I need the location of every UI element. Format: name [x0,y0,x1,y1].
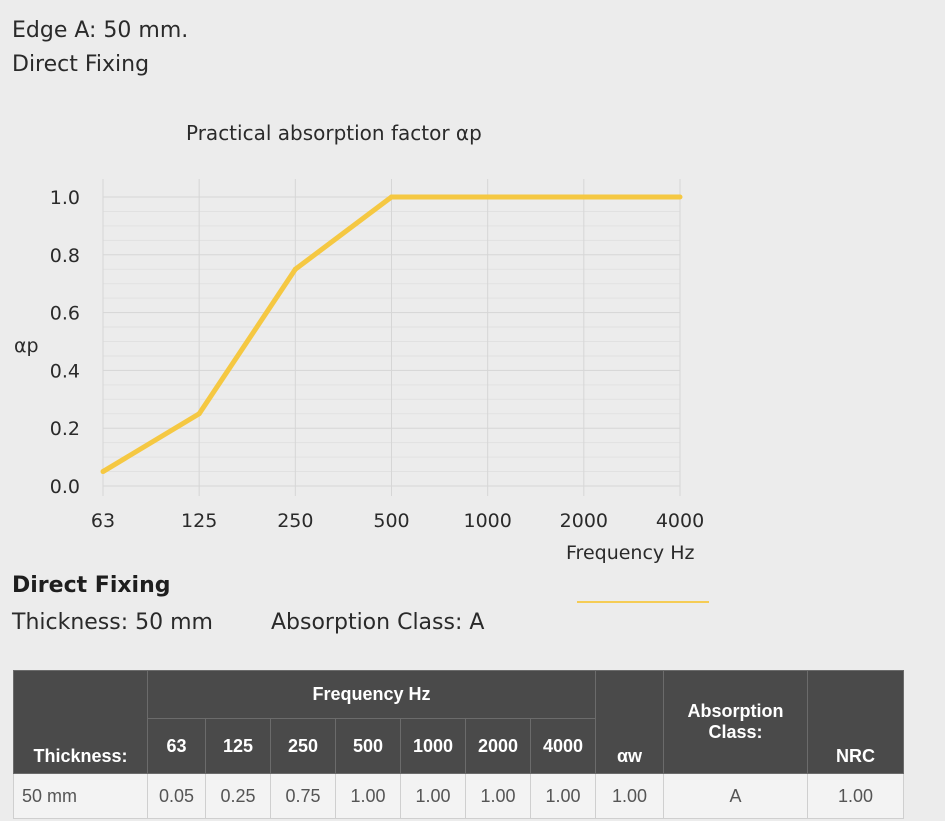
data-point [292,266,298,272]
x-tick-label: 63 [91,510,115,532]
table-header-row-1: Thickness: Frequency Hz αw Absorption Cl… [13,670,904,774]
row-aw: 1.00 [595,773,664,819]
chart-series [100,194,683,475]
y-tick-label: 0.8 [50,245,80,267]
class-header: Absorption Class: [663,670,808,774]
row-value-63: 0.05 [147,773,206,819]
absorption-chart: 0.0 0.2 0.4 0.6 0.8 1.0 63 125 250 500 1000 2000 400… [0,100,945,580]
data-point [677,194,683,200]
freq-header-1000: 1000 [400,718,466,774]
freq-header-125: 125 [205,718,271,774]
y-tick-label: 0.4 [50,360,80,382]
x-tick-label: 4000 [656,510,704,532]
series-info-row: Thickness: 50 mm Absorption Class: A [12,610,484,635]
row-value-500: 1.00 [335,773,401,819]
row-thickness: 50 mm [13,773,148,819]
y-tick-label: 0.2 [50,418,80,440]
chart-title: Practical absorption factor αp [186,121,482,145]
y-tick-label: 0.0 [50,476,80,498]
freq-header-500: 500 [335,718,401,774]
data-point [196,411,202,417]
legend-line-swatch [577,601,709,603]
chart-grid [102,179,681,496]
data-point [581,194,587,200]
x-tick-label: 125 [181,510,217,532]
absorption-data-table: Thickness: Frequency Hz αw Absorption Cl… [13,670,904,819]
row-value-4000: 1.00 [530,773,596,819]
freq-header-4000: 4000 [530,718,596,774]
y-axis-label: αp [14,335,39,357]
header-subtitle: Direct Fixing [12,52,150,77]
x-tick-label: 2000 [560,510,608,532]
row-value-125: 0.25 [205,773,271,819]
y-tick-label: 0.6 [50,303,80,325]
series-heading: Direct Fixing [12,573,171,598]
data-point [389,194,394,200]
y-tick-label: 1.0 [50,187,80,209]
data-point [485,194,491,200]
thickness-header: Thickness: [13,670,148,774]
table-row: 50 mm 0.05 0.25 0.75 1.00 1.00 1.00 1.00… [13,773,904,819]
freq-header-2000: 2000 [465,718,531,774]
header-title: Edge A: 50 mm. [12,18,189,43]
chart-axes: 0.0 0.2 0.4 0.6 0.8 1.0 63 125 250 500 1000 2000 400… [50,187,704,532]
table-header-row-2: 63 125 250 500 1000 2000 4000 [14,718,904,774]
x-tick-label: 250 [277,510,313,532]
row-value-1000: 1.00 [400,773,466,819]
row-class: A [663,773,808,819]
x-tick-label: 1000 [463,510,511,532]
row-value-250: 0.75 [270,773,336,819]
nrc-header: NRC [807,670,904,774]
freq-header-63: 63 [147,718,206,774]
thickness-info: Thickness: 50 mm [12,610,213,635]
aw-header: αw [595,670,664,774]
freq-header-250: 250 [270,718,336,774]
absorption-class-info: Absorption Class: A [271,610,485,635]
row-value-2000: 1.00 [465,773,531,819]
frequency-group-header: Frequency Hz [147,670,596,719]
data-point [100,469,106,475]
row-nrc: 1.00 [807,773,904,819]
x-axis-label: Frequency Hz [566,542,694,564]
chart-svg: 0.0 0.2 0.4 0.6 0.8 1.0 63 125 250 500 1000 2000 400… [14,121,704,564]
x-tick-label: 500 [373,510,409,532]
